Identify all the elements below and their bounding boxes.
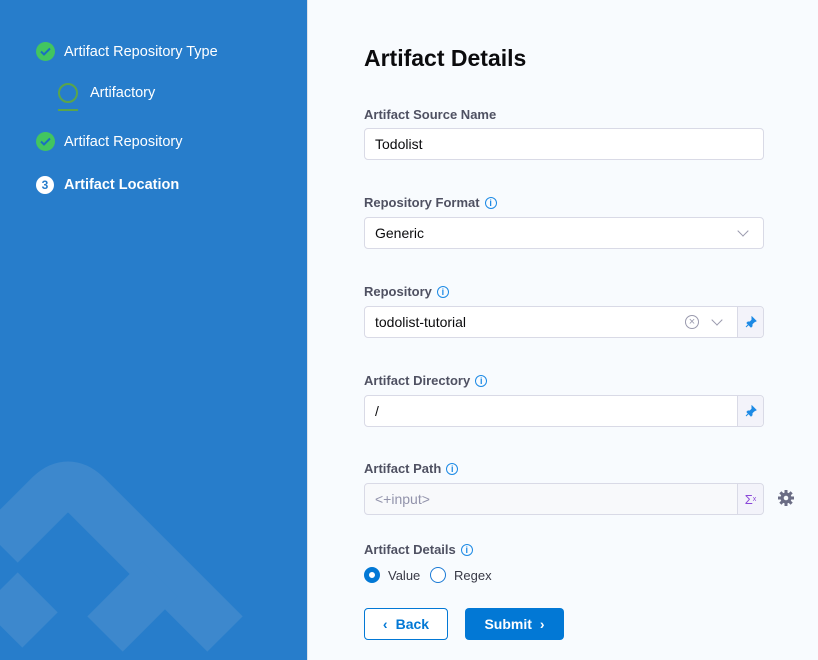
chevron-right-icon: › bbox=[539, 616, 545, 632]
artifact-details-label: Artifact Details i bbox=[364, 542, 473, 557]
info-icon[interactable]: i bbox=[446, 462, 459, 475]
circle-icon bbox=[58, 83, 78, 111]
artifact-directory-label: Artifact Directory i bbox=[364, 373, 488, 388]
info-icon[interactable]: i bbox=[436, 285, 449, 298]
back-button[interactable]: ‹ Back bbox=[364, 608, 448, 640]
pin-icon[interactable] bbox=[737, 307, 763, 337]
step-artifact-location[interactable]: 3 Artifact Location bbox=[36, 176, 179, 194]
clear-icon[interactable]: × bbox=[685, 315, 699, 329]
info-icon[interactable]: i bbox=[484, 196, 497, 209]
chevron-left-icon: ‹ bbox=[382, 616, 388, 632]
submit-button[interactable]: Submit › bbox=[465, 608, 564, 640]
repository-format-label: Repository Format i bbox=[364, 195, 497, 210]
brand-watermark-icon bbox=[0, 461, 243, 652]
step-label: Artifactory bbox=[90, 85, 156, 101]
radio-unselected-icon[interactable] bbox=[430, 567, 446, 583]
step-label: Artifact Repository bbox=[64, 133, 183, 150]
source-name-input[interactable]: Todolist bbox=[364, 128, 764, 160]
pin-icon[interactable] bbox=[737, 396, 763, 426]
step-label: Artifact Repository Type bbox=[64, 43, 218, 60]
artifact-directory-input[interactable]: / bbox=[364, 395, 764, 427]
step-artifactory[interactable]: Artifactory bbox=[58, 83, 156, 111]
wizard-sidebar: Artifact Repository Type Artifactory Art… bbox=[0, 0, 308, 660]
repository-select[interactable]: todolist-tutorial × bbox=[364, 306, 764, 338]
check-icon bbox=[36, 132, 55, 151]
repository-format-select[interactable]: Generic bbox=[364, 217, 764, 249]
repository-label: Repository i bbox=[364, 284, 449, 299]
step-artifact-repository-type[interactable]: Artifact Repository Type bbox=[36, 42, 218, 61]
artifact-path-label: Artifact Path i bbox=[364, 461, 459, 476]
check-icon bbox=[36, 42, 55, 61]
radio-regex[interactable]: Regex bbox=[430, 567, 492, 583]
page-title: Artifact Details bbox=[364, 45, 527, 71]
radio-value[interactable]: Value bbox=[364, 567, 420, 583]
info-icon[interactable]: i bbox=[475, 374, 488, 387]
chevron-down-icon bbox=[711, 314, 723, 326]
step-label: Artifact Location bbox=[64, 177, 180, 193]
step-artifact-repository[interactable]: Artifact Repository bbox=[36, 132, 182, 151]
info-icon[interactable]: i bbox=[460, 543, 473, 556]
radio-selected-icon[interactable] bbox=[364, 567, 380, 583]
chevron-down-icon bbox=[737, 225, 749, 237]
gear-icon[interactable] bbox=[777, 489, 795, 507]
step-number: 3 bbox=[36, 176, 54, 194]
source-name-label: Artifact Source Name bbox=[364, 107, 497, 122]
